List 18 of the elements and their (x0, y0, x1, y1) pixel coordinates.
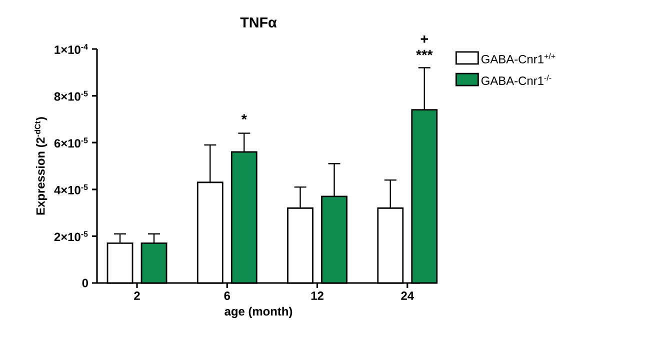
legend-label: GABA-Cnr1$^{+/+}$ (481, 53, 556, 64)
x-axis-title: age (month) (224, 306, 292, 318)
annotation: *** (416, 50, 433, 56)
x-tick-label: 2 (134, 292, 140, 300)
x-tick-label: 24 (401, 292, 414, 300)
text: + (420, 35, 428, 43)
y-tick-label: 2×10$^{-5}$ (54, 231, 88, 242)
y-tick-label: 1×10$^{-4}$ (54, 44, 88, 54)
x-tick-label: 6 (224, 292, 230, 300)
y-tick-label: 4×10$^{-5}$ (54, 184, 88, 194)
chart-title: TNFα (240, 17, 277, 28)
annotation: * (241, 114, 247, 120)
y-axis-title: Expression (2$^{-dCt}$) (34, 117, 48, 215)
y-tick-label: 0 (82, 278, 88, 288)
y-tick-label: 8×10$^{-5}$ (54, 90, 88, 101)
x-tick-label: 12 (311, 292, 324, 300)
legend-label: GABA-Cnr1$^{-/-}$ (481, 74, 552, 85)
y-tick-label: 6×10$^{-5}$ (54, 138, 88, 148)
